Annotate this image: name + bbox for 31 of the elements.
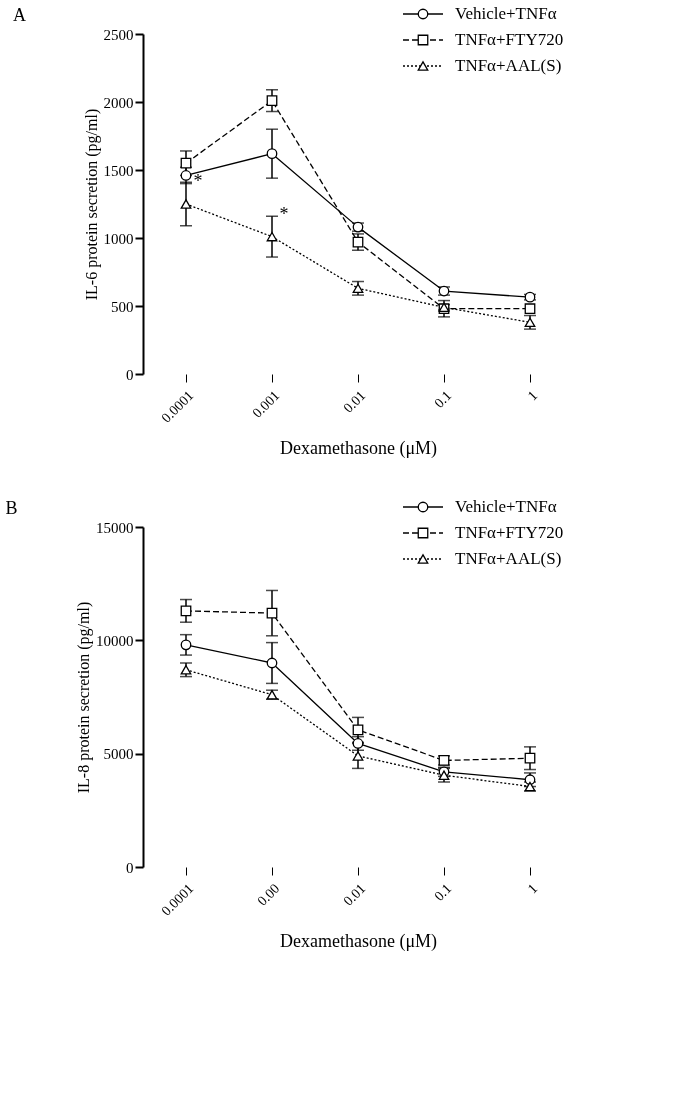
y-tick-label: 1000 — [103, 230, 134, 247]
chart-title: A — [13, 5, 26, 25]
x-tick-label: 0.1 — [431, 387, 455, 411]
y-tick-label: 0 — [126, 366, 134, 383]
x-tick-label: 0.00 — [254, 880, 283, 909]
legend-label: TNFα+FTY720 — [455, 30, 564, 49]
y-tick-label: 1500 — [103, 162, 134, 179]
y-axis-title: IL-8 protein secretion (pg/ml) — [75, 601, 93, 794]
y-tick-label: 5000 — [103, 746, 134, 763]
x-tick-label: 1 — [524, 387, 541, 404]
y-tick-label: 2000 — [103, 94, 134, 111]
legend-label: Vehicle+TNFα — [455, 4, 557, 23]
x-axis-title: Dexamethasone (μM) — [279, 437, 438, 459]
legend-label: TNFα+AAL(S) — [455, 549, 562, 568]
legend-label: Vehicle+TNFα — [455, 497, 557, 516]
y-tick-label: 2500 — [103, 26, 134, 43]
legend-label: TNFα+FTY720 — [455, 523, 564, 542]
legend-label: TNFα+AAL(S) — [455, 56, 562, 75]
x-axis-title: Dexamethasone (μM) — [279, 930, 438, 952]
annotation: * — [193, 171, 203, 191]
chart-title: B — [5, 498, 18, 518]
x-tick-label: 0.01 — [340, 880, 369, 909]
x-tick-label: 0.1 — [431, 880, 455, 904]
y-axis-title: IL-6 protein secretion (pg/ml) — [82, 108, 101, 301]
x-tick-label: 0.01 — [340, 387, 369, 416]
y-tick-label: 500 — [111, 298, 134, 315]
annotation: * — [279, 203, 289, 224]
y-tick-label: 0 — [126, 859, 134, 876]
y-tick-label: 10000 — [96, 632, 134, 649]
y-tick-label: 15000 — [96, 519, 134, 536]
x-tick-label: 1 — [524, 880, 541, 897]
